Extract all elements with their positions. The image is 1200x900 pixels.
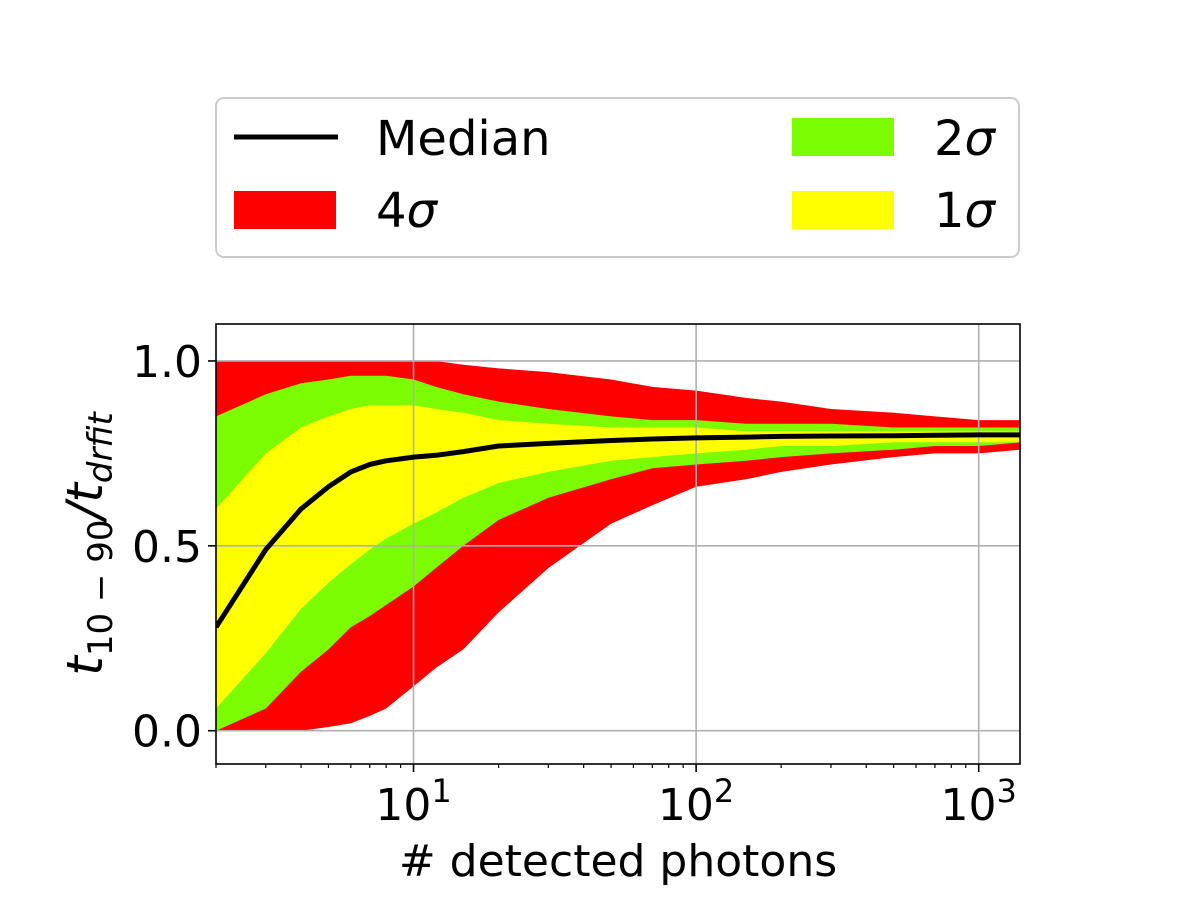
ticks-layer: 0.0 0.5 1.0 101 102 103 [132,337,1017,831]
y-axis-label: t10 − 90/tdrfit [56,411,121,676]
plot-frame [215,323,1021,765]
y-tick-label: 1.0 [132,337,202,388]
band-1sigma [216,405,1020,709]
x-tick-label: 103 [941,772,1017,831]
grid-layer [216,324,1020,764]
bands-layer [216,361,1020,731]
legend: Median 2σ 4σ 1σ [215,97,1020,258]
legend-2sigma-swatch [792,118,894,156]
legend-1sigma-swatch [792,191,894,229]
legend-frame [215,97,1020,258]
x-tick-label: 101 [375,772,451,831]
legend-4sigma-label: 4σ [376,183,439,239]
x-axis-label: # detected photons [399,836,837,887]
y-tick-label: 0.0 [132,707,202,758]
legend-2sigma-label: 2σ [934,111,997,167]
median-layer [216,432,1020,629]
x-tick-label: 102 [658,772,734,831]
legend-1sigma-label: 1σ [934,183,997,239]
legend-4sigma-swatch [234,191,336,229]
median-line [216,432,1020,629]
y-tick-label: 0.5 [132,522,202,573]
legend-median-label: Median [376,111,551,167]
